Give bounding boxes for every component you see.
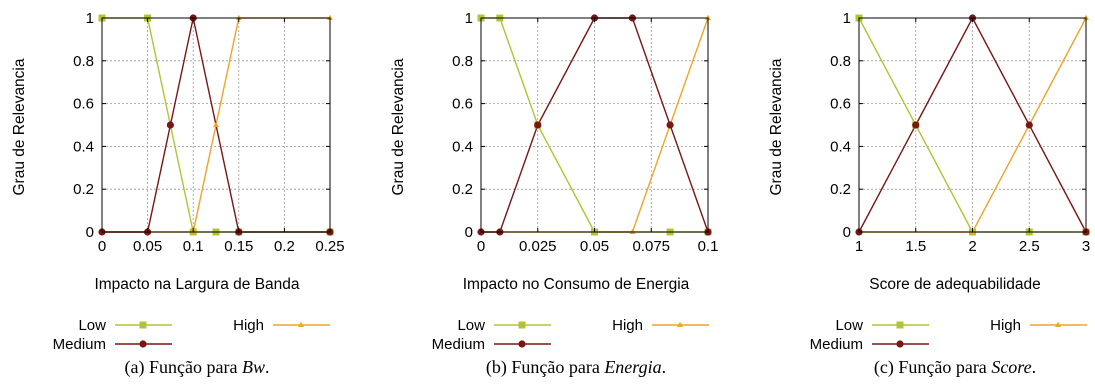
y-tick-label: 0.6	[830, 96, 851, 113]
legend-marker-high	[677, 321, 683, 327]
x-tick-label: 0.05	[133, 238, 162, 255]
data-point-high	[235, 14, 242, 20]
y-tick-label: 1	[465, 10, 473, 27]
x-tick-label: 0.15	[224, 238, 253, 255]
legend-label-low: Low	[78, 317, 106, 334]
legend-label-high: High	[990, 317, 1021, 334]
x-tick-label: 0.25	[315, 238, 344, 255]
y-tick-label: 0.8	[452, 53, 473, 70]
data-point-medium	[166, 121, 174, 129]
y-tick-label: 1	[86, 10, 94, 27]
data-point-high	[1083, 14, 1089, 20]
x-tick-label: 1.5	[905, 238, 926, 255]
x-tick-label: 0	[477, 238, 485, 255]
legend-marker-low	[896, 321, 904, 329]
y-tick-label: 0.8	[830, 53, 851, 70]
legend-marker-medium	[139, 340, 147, 348]
chart-panel-1: 0 0.05 0.1 0.15 0.2 0.25 0 0.2 0.4 0.6 0.8 1 Impacto…	[11, 10, 345, 378]
data-point-medium	[666, 121, 674, 129]
plot-frame	[101, 17, 331, 233]
y-axis-label: Grau de Relevancia	[11, 58, 28, 195]
caption-suffix: .	[662, 357, 667, 377]
legend-marker-high	[1055, 321, 1061, 327]
y-tick-label: 0.8	[73, 53, 94, 70]
caption: (a) Função para Bw.	[125, 357, 270, 378]
legend-label-high: High	[233, 317, 264, 334]
caption-suffix: .	[1032, 357, 1037, 377]
x-tick-label: 2.5	[1019, 238, 1040, 255]
caption-prefix: (b) Função para	[486, 357, 604, 378]
legend-label-medium: Medium	[810, 336, 863, 353]
legend-label-low: Low	[835, 317, 863, 334]
caption: (b) Função para Energia.	[486, 357, 666, 378]
y-tick-label: 0.6	[73, 96, 94, 113]
caption-variable: Score	[991, 357, 1031, 377]
legend-label-high: High	[612, 317, 643, 334]
legend: Low High Medium	[53, 317, 330, 353]
legend-label-low: Low	[457, 317, 485, 334]
caption-variable: Energia	[603, 357, 661, 377]
y-tick-label: 0.4	[830, 138, 851, 155]
caption-suffix: .	[265, 357, 270, 377]
x-tick-label: 0.05	[580, 238, 609, 255]
legend: Low High Medium	[432, 317, 709, 353]
y-axis-label: Grau de Relevancia	[390, 58, 407, 195]
y-tick-label: 0.4	[452, 138, 473, 155]
x-tick-label: 0.2	[274, 238, 295, 255]
y-tick-label: 0	[86, 224, 94, 241]
x-tick-label: 3	[1082, 238, 1090, 255]
y-tick-label: 0.2	[830, 181, 851, 198]
legend: Low High Medium	[810, 317, 1087, 353]
legend-marker-low	[518, 321, 526, 329]
y-tick-label: 0	[843, 224, 851, 241]
y-tick-label: 0.4	[73, 138, 94, 155]
y-tick-label: 1	[843, 10, 851, 27]
x-axis-label: Impacto na Largura de Banda	[94, 276, 299, 293]
data-point-medium	[1025, 121, 1033, 129]
legend-label-medium: Medium	[53, 336, 106, 353]
y-tick-label: 0	[465, 224, 473, 241]
x-tick-label: 0.075	[632, 238, 670, 255]
caption: (c) Função para Score.	[874, 357, 1036, 378]
x-axis-label: Impacto no Consumo de Energia	[463, 276, 690, 293]
y-tick-label: 0.2	[73, 181, 94, 198]
x-axis-label: Score de adequabilidade	[869, 276, 1041, 293]
data-point-high	[327, 14, 333, 20]
y-tick-label: 0.2	[452, 181, 473, 198]
x-tick-label: 0.1	[183, 238, 204, 255]
x-tick-label: 2	[968, 238, 976, 255]
chart-panel-2: 0 0.025 0.05 0.075 0.1 0 0.2 0.4 0.6 0.8 1 Impacto …	[390, 10, 718, 378]
x-tick-label: 0.1	[698, 238, 719, 255]
y-tick-label: 0.6	[452, 96, 473, 113]
legend-marker-medium	[518, 340, 526, 348]
caption-variable: Bw	[242, 357, 265, 377]
data-point-high	[213, 121, 219, 127]
caption-prefix: (a) Função para	[125, 357, 242, 378]
legend-marker-medium	[896, 340, 904, 348]
caption-prefix: (c) Função para	[874, 357, 991, 378]
x-tick-label: 1	[855, 238, 863, 255]
data-point-high	[705, 14, 711, 20]
chart-panel-3: 1 1.5 2 2.5 3 0 0.2 0.4 0.6 0.8 1 Score de adequabi…	[768, 10, 1090, 378]
data-point-high	[629, 228, 636, 234]
legend-label-medium: Medium	[432, 336, 485, 353]
legend-marker-low	[139, 321, 147, 329]
legend-marker-high	[298, 321, 304, 327]
data-point-medium	[912, 121, 920, 129]
x-tick-label: 0.025	[519, 238, 557, 255]
data-point-medium	[534, 121, 542, 129]
y-axis-label: Grau de Relevancia	[768, 58, 785, 195]
x-tick-label: 0	[98, 238, 106, 255]
